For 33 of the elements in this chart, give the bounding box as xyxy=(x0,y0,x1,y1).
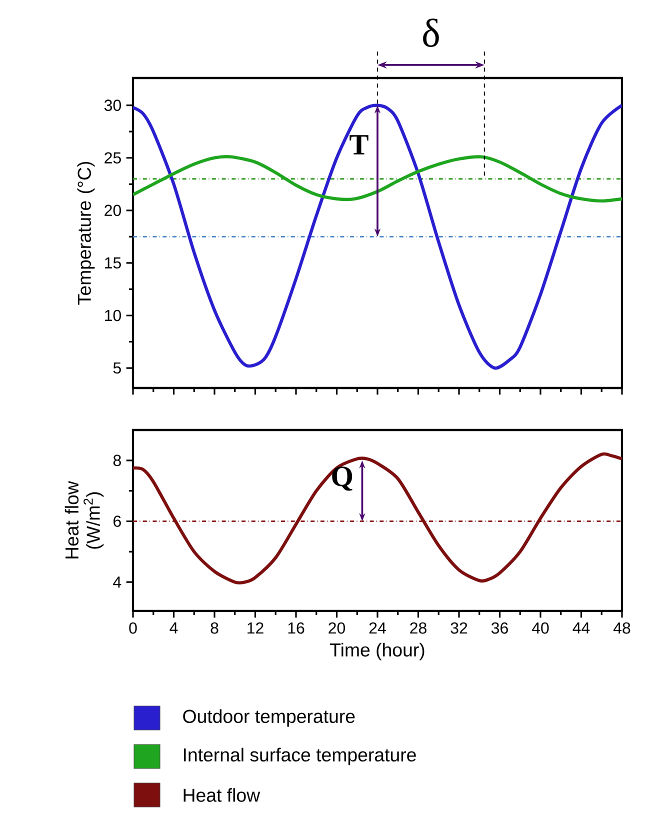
x-tick-label: 16 xyxy=(288,622,304,634)
y-tick-label: 6 xyxy=(114,516,121,527)
x-tick-label: 20 xyxy=(328,622,346,634)
x-axis-title: Time (hour) xyxy=(330,642,424,660)
annotation: T xyxy=(350,135,368,154)
legend-label: Internal surface temperature xyxy=(184,748,416,766)
x-tick-label: 28 xyxy=(410,622,426,634)
line-series xyxy=(133,452,622,584)
legend-label: Heat flow xyxy=(184,788,260,802)
x-tick-label: 24 xyxy=(369,622,386,634)
x-tick-label: 12 xyxy=(248,622,264,634)
y-tick-label: 15 xyxy=(105,257,121,269)
line-series xyxy=(133,155,622,203)
x-tick-label: 36 xyxy=(491,622,508,634)
x-tick-label: 32 xyxy=(450,622,468,634)
x-tick-label: 40 xyxy=(532,622,549,634)
x-tick-label: 0 xyxy=(129,622,137,634)
x-tick-label: 4 xyxy=(170,622,178,634)
annotation: δ xyxy=(423,18,439,47)
x-tick-label: 8 xyxy=(210,622,218,634)
x-tick-label: 48 xyxy=(613,622,630,634)
y-tick-label: 30 xyxy=(104,100,121,111)
line-series xyxy=(133,104,622,370)
legend-label: Outdoor temperature xyxy=(183,709,355,727)
y-tick-label: 10 xyxy=(105,310,121,322)
y-tick-label: 8 xyxy=(113,454,121,466)
y-tick-label: 4 xyxy=(113,576,122,588)
y-tick-label: 25 xyxy=(104,152,121,164)
y-axis-title: Temperature (°C) xyxy=(77,162,95,305)
y-tick-label: 5 xyxy=(113,362,121,374)
y-tick-label: 20 xyxy=(104,204,121,216)
x-tick-label: 44 xyxy=(572,622,590,634)
annotation: Q xyxy=(332,466,352,491)
